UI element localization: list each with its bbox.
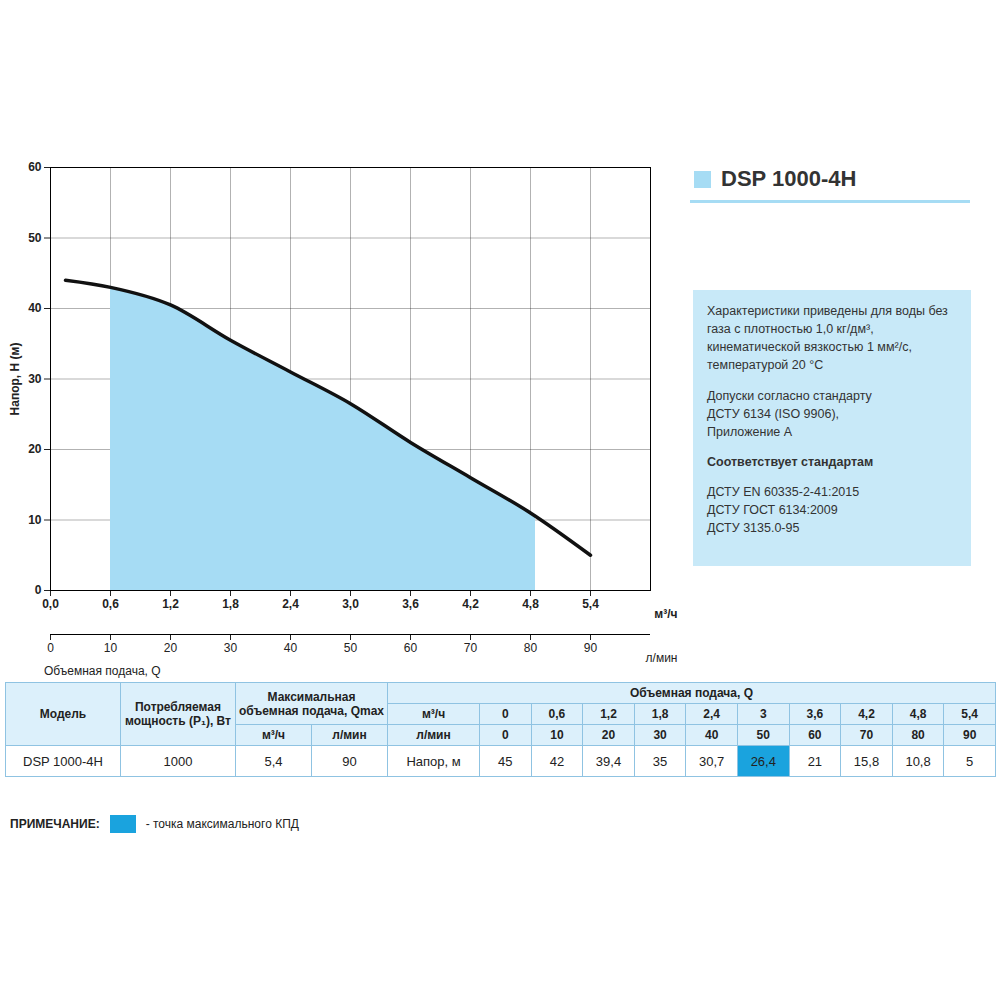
svg-text:1,8: 1,8 (222, 597, 239, 611)
html-text:40: 40 (705, 728, 719, 742)
svg-text:70: 70 (464, 641, 478, 655)
svg-text:90: 90 (584, 641, 598, 655)
html-text:м³/ч: м³/ч (261, 728, 286, 742)
html-text:35: 35 (652, 753, 668, 769)
html-text:3,6: 3,6 (806, 707, 824, 721)
html-text:3: 3 (759, 707, 767, 721)
svg-text:м³/ч: м³/ч (654, 607, 677, 621)
svg-text:0,6: 0,6 (102, 597, 119, 611)
svg-text:40: 40 (28, 301, 42, 315)
html-text:Характеристики приведены для в: Характеристики приведены для воды без га… (707, 304, 948, 373)
svg-text:10: 10 (28, 513, 42, 527)
svg-text:50: 50 (344, 641, 358, 655)
html-text:ПРИМЕЧАНИЕ:: ПРИМЕЧАНИЕ: (10, 817, 100, 831)
svg-text:20: 20 (164, 641, 178, 655)
svg-text:20: 20 (28, 442, 42, 456)
html-text:10: 10 (550, 728, 564, 742)
html-text:21: 21 (807, 753, 823, 769)
html-text:70: 70 (859, 728, 874, 742)
html-text:0: 0 (502, 707, 509, 721)
html-text:1000: 1000 (163, 753, 193, 769)
html-text:ДСТУ 6134 (ISO 9906),: ДСТУ 6134 (ISO 9906), (707, 406, 839, 421)
svg-text:2,4: 2,4 (282, 597, 299, 611)
html-text:90: 90 (963, 728, 977, 742)
svg-text:3,6: 3,6 (402, 597, 419, 611)
html-text:- точка максимального КПД: - точка максимального КПД (145, 817, 299, 831)
html-text:5: 5 (966, 753, 974, 769)
html-text:ДСТУ ГОСТ 6134:2009: ДСТУ ГОСТ 6134:2009 (707, 503, 838, 518)
html-text:м³/ч: м³/ч (421, 707, 446, 721)
html-text:30,7: 30,7 (699, 753, 725, 769)
html-text:DSP 1000-4H: DSP 1000-4H (23, 753, 103, 769)
svg-text:80: 80 (524, 641, 538, 655)
html-text:ДСТУ EN 60335-2-41:2015: ДСТУ EN 60335-2-41:2015 (707, 485, 860, 499)
html-text:60: 60 (808, 728, 822, 742)
svg-text:3,0: 3,0 (342, 597, 359, 611)
svg-text:10: 10 (104, 641, 118, 655)
svg-text:50: 50 (28, 231, 42, 245)
svg-text:5,4: 5,4 (582, 597, 599, 611)
html-text:4,2: 4,2 (858, 707, 875, 721)
svg-text:4,8: 4,8 (522, 597, 539, 611)
html-text:0,6: 0,6 (548, 707, 566, 721)
html-text:DSP 1000-4H: DSP 1000-4H (721, 166, 857, 191)
html-text:45: 45 (498, 753, 513, 769)
html-text:Напор, м: Напор, м (406, 753, 461, 769)
html-text:ДСТУ 3135.0-95: ДСТУ 3135.0-95 (707, 521, 800, 536)
html-text:1,2: 1,2 (600, 707, 617, 721)
html-text:Потребляемая мощность (P₁), Вт: Потребляемая мощность (P₁), Вт (125, 700, 231, 728)
html-text:30: 30 (653, 728, 667, 742)
html-text:42: 42 (549, 753, 565, 769)
html-text:Модель: Модель (39, 707, 87, 721)
svg-text:Напор, Н (м): Напор, Н (м) (8, 343, 22, 416)
html-text:Максимальная объемная подача,: Максимальная объемная подача, Qmax (239, 689, 384, 718)
html-text:20: 20 (601, 728, 616, 742)
svg-text:40: 40 (284, 641, 298, 655)
svg-text:1,2: 1,2 (162, 597, 179, 611)
html-text:4,8: 4,8 (909, 707, 927, 721)
html-text:л/мин: л/мин (416, 728, 451, 742)
svg-text:60: 60 (28, 160, 42, 174)
svg-text:0,0: 0,0 (42, 597, 59, 611)
html-text:10,8: 10,8 (905, 753, 931, 769)
html-text:Допуски согласно стандарту: Допуски согласно стандарту (707, 388, 872, 403)
html-text:80: 80 (911, 728, 925, 742)
html-text:Приложение А: Приложение А (707, 424, 793, 439)
html-text:Объемная подача, Q: Объемная подача, Q (630, 686, 753, 700)
html-text:2,4: 2,4 (703, 707, 720, 721)
html-text:5,4: 5,4 (961, 707, 978, 721)
html-text:Объемная подача, Q: Объемная подача, Q (44, 664, 161, 678)
html-text:90: 90 (342, 753, 357, 769)
html-text:0: 0 (502, 728, 509, 742)
html-text:л/мин: л/мин (332, 728, 367, 742)
svg-text:4,2: 4,2 (462, 597, 479, 611)
svg-text:30: 30 (224, 641, 238, 655)
svg-text:30: 30 (28, 372, 42, 386)
svg-text:0: 0 (47, 641, 54, 655)
html-text:39,4: 39,4 (595, 753, 622, 769)
html-text:Соответствует стандартам: Соответствует стандартам (707, 454, 874, 469)
html-text:50: 50 (756, 728, 770, 742)
html-text:1,8: 1,8 (651, 707, 669, 721)
html-text:15,8: 15,8 (853, 753, 880, 769)
svg-text:л/мин: л/мин (646, 651, 678, 665)
html-text:26,4: 26,4 (750, 753, 776, 769)
svg-text:60: 60 (404, 641, 418, 655)
svg-text:0: 0 (35, 583, 42, 597)
html-text:5,4: 5,4 (264, 753, 283, 769)
